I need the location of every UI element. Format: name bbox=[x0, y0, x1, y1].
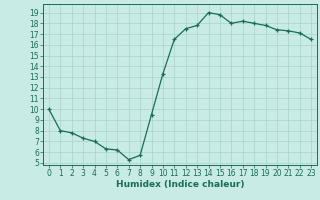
X-axis label: Humidex (Indice chaleur): Humidex (Indice chaleur) bbox=[116, 180, 244, 189]
